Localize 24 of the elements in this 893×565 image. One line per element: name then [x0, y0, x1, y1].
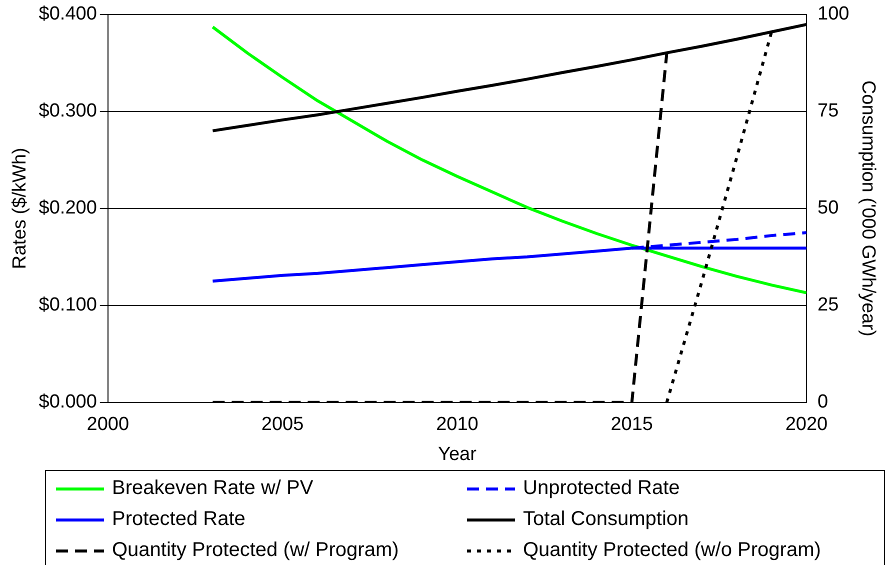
y2-tick-label: 25 — [818, 294, 839, 316]
legend-label: Breakeven Rate w/ PV — [112, 477, 314, 500]
x-tick-label: 2000 — [86, 414, 130, 436]
legend-label: Quantity Protected (w/ Program) — [112, 539, 399, 562]
x-axis-title: Year — [438, 444, 478, 465]
legend-label: Unprotected Rate — [523, 477, 680, 500]
y-axis-title: Rates ($/kWh) — [10, 148, 31, 270]
y-tick-label: $0.000 — [38, 392, 97, 413]
x-tick-label: 2005 — [261, 414, 304, 436]
y-tick-label: $0.400 — [38, 4, 97, 25]
legend-label: Total Consumption — [523, 508, 689, 531]
y-tick-label: $0.300 — [38, 100, 97, 122]
y-tick-label: $0.200 — [38, 198, 97, 219]
y2-tick-label: 75 — [818, 100, 839, 122]
x-tick-label: 2010 — [436, 414, 478, 436]
y2-axis-title: Consumption ('000 GWh/year) — [857, 80, 878, 336]
y2-tick-label: 100 — [818, 4, 850, 25]
y2-tick-label: 0 — [818, 392, 828, 413]
x-tick-label: 2020 — [785, 414, 828, 436]
y-tick-label: $0.100 — [38, 294, 97, 316]
y2-tick-label: 50 — [818, 198, 839, 219]
legend-label: Protected Rate — [112, 508, 246, 531]
x-tick-label: 2015 — [610, 414, 653, 436]
legend-label: Quantity Protected (w/o Program) — [523, 539, 821, 562]
